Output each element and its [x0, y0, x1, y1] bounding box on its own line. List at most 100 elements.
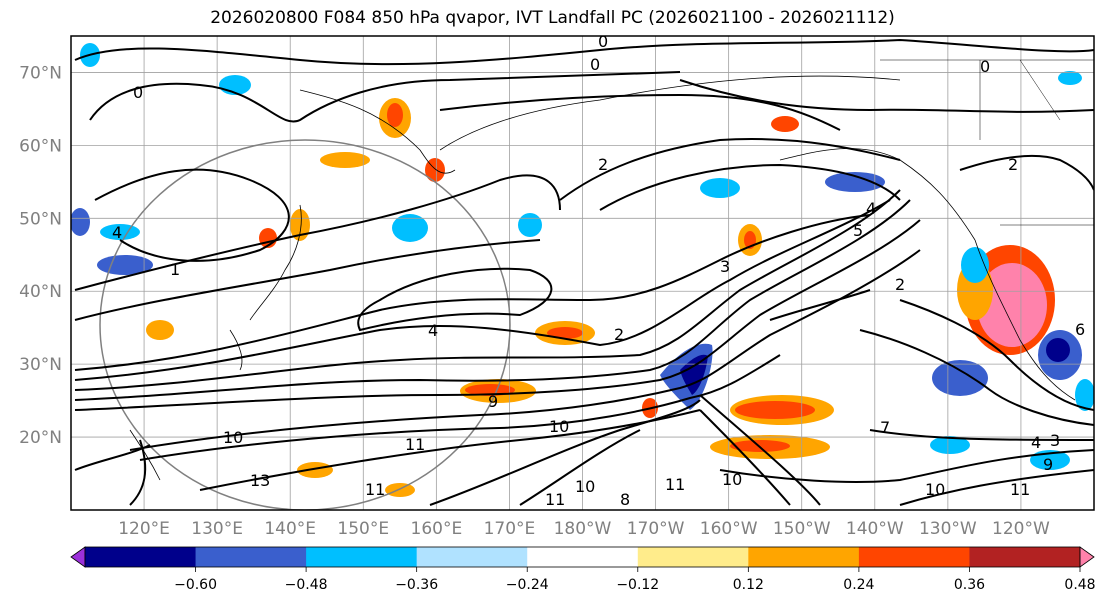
contour-line [769, 289, 871, 321]
shade-blob [290, 209, 310, 241]
contour-label: 7 [880, 418, 890, 437]
contour-label: 10 [223, 428, 243, 447]
contour-line [869, 429, 1094, 441]
map-panel: 0 0 0 0 2 2 2 4 5 4 3 4 2 9 10 11 10 11 … [71, 32, 1094, 510]
contour-lines [74, 38, 1094, 506]
contour-label: 9 [488, 392, 498, 411]
contour-line [559, 138, 901, 201]
colorbar-segment [85, 547, 197, 567]
contour-label: 2 [895, 275, 905, 294]
lon-label: 180°W [554, 519, 612, 539]
contour-line [74, 199, 911, 401]
range-circle [99, 139, 511, 510]
lat-label: 40°N [19, 282, 62, 302]
colorbar-segment [969, 547, 1081, 567]
shade-blob [961, 247, 989, 283]
lat-label: 60°N [19, 136, 62, 156]
colorbar-tick-label: 0.12 [733, 577, 764, 593]
shade-blob [146, 320, 174, 340]
contour-line [439, 93, 841, 131]
contour-line [129, 249, 921, 451]
contour-label: 9 [1043, 455, 1053, 474]
contour-label: 1 [170, 260, 180, 279]
shade-blob [71, 208, 90, 236]
contour-label: 3 [1050, 431, 1060, 450]
shade-blob [700, 178, 740, 198]
contour-label: 11 [665, 475, 685, 494]
colorbar-segment [858, 547, 970, 567]
coastline [979, 59, 1061, 140]
shade-blob [465, 384, 515, 396]
contour-label: 4 [1031, 433, 1041, 452]
contour-label: 11 [405, 435, 425, 454]
contour-label-group: 0 0 0 0 2 2 2 4 5 4 3 4 2 9 10 11 10 11 … [112, 32, 1085, 509]
latitude-labels: 70°N 60°N 50°N 40°N 30°N 20°N [19, 63, 62, 448]
shade-blob [977, 263, 1047, 347]
colorbar-tick-label: 0.24 [843, 577, 874, 593]
colorbar-extend-high [1079, 546, 1095, 568]
colorbar-tick-label: 0.48 [1064, 577, 1095, 593]
contour-label: 6 [1075, 320, 1085, 339]
shade-blob [735, 401, 815, 419]
contour-line [74, 199, 891, 381]
shade-blob [97, 255, 153, 275]
coastline [129, 429, 161, 481]
contour-line [859, 329, 1094, 426]
colorbar-segment [748, 547, 860, 567]
contour-label: 10 [575, 477, 595, 496]
contour-line [519, 429, 641, 506]
shade-blob [1058, 71, 1082, 85]
contour-label: 2 [614, 325, 624, 344]
contour-line [89, 71, 681, 123]
contour-label: 10 [925, 480, 945, 499]
colorbar-outline [84, 546, 1081, 568]
colorbar-segment [306, 547, 418, 567]
gridlines [71, 36, 1094, 510]
shade-blob [771, 116, 799, 132]
contour-label: 10 [722, 470, 742, 489]
lon-label: 140°E [264, 519, 316, 539]
contour-line [74, 214, 871, 371]
colorbar-segment [637, 547, 749, 567]
contour-line [899, 469, 1094, 506]
colorbar-tick-label: −0.48 [285, 577, 328, 593]
contour-label: 8 [620, 490, 630, 509]
colorbar-extend-low [70, 546, 86, 568]
lat-label: 50°N [19, 209, 62, 229]
shade-blob [1075, 379, 1094, 411]
lon-label: 120°E [118, 519, 170, 539]
shade-blob [932, 360, 988, 396]
coastline [299, 89, 456, 174]
contour-line [94, 168, 290, 262]
lon-label: 150°E [337, 519, 389, 539]
contour-line [429, 399, 701, 506]
lon-label: 150°W [773, 519, 831, 539]
contour-label: 2 [598, 155, 608, 174]
shade-blob [547, 327, 583, 339]
coastline [249, 204, 302, 321]
colorbar-segment [195, 547, 307, 567]
contour-label: 0 [590, 55, 600, 74]
shade-blob [518, 213, 542, 237]
contour-label: 0 [598, 32, 608, 51]
contour-label: 2 [1008, 155, 1018, 174]
shade-blob [825, 172, 885, 192]
lat-label: 30°N [19, 355, 62, 375]
colorbar-tick-label: −0.24 [506, 577, 549, 593]
contour-line [74, 444, 151, 471]
contour-label: 0 [980, 57, 990, 76]
contour-line [357, 267, 553, 332]
contour-label: 11 [545, 490, 565, 509]
shade-blob [385, 483, 415, 497]
lon-label: 170°E [484, 519, 536, 539]
lon-label: 140°W [846, 519, 904, 539]
contour-label: 10 [549, 417, 569, 436]
shade-blob [320, 152, 370, 168]
colorbar-tick-label: −0.36 [395, 577, 438, 593]
lon-label: 160°E [411, 519, 463, 539]
shade-blob [387, 103, 403, 127]
contour-line [74, 239, 541, 321]
contour-line [699, 409, 791, 506]
contour-label: 4 [112, 223, 122, 242]
